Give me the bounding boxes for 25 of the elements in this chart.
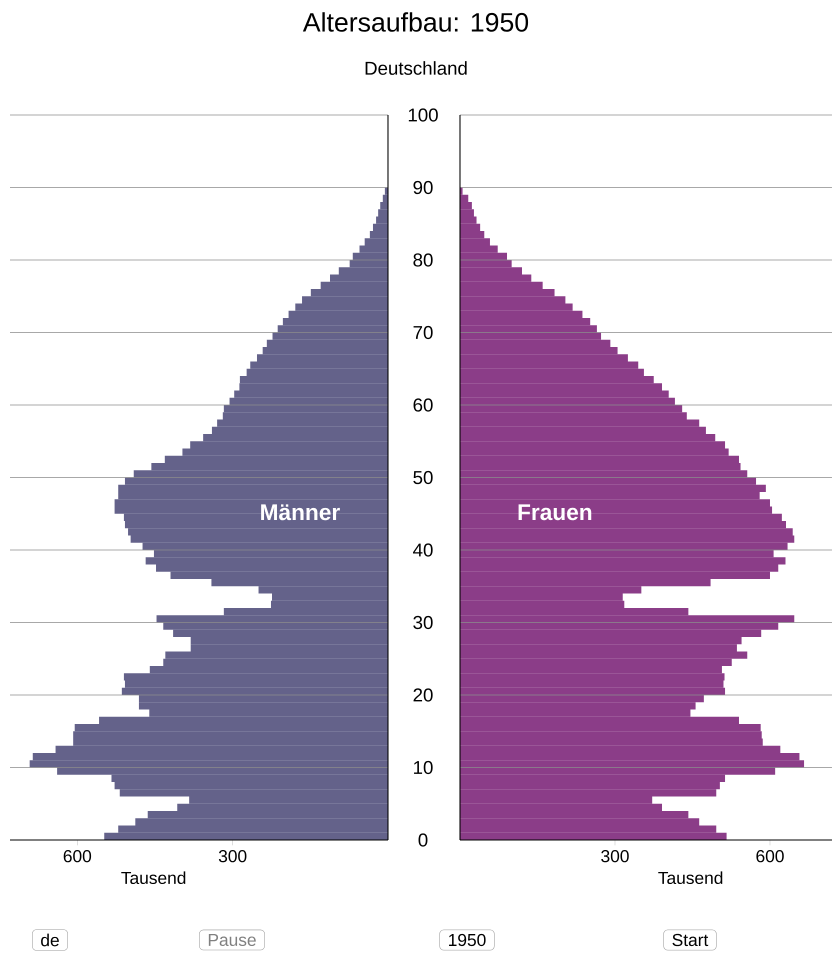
chart-title: Altersaufbau: 1950 xyxy=(302,12,528,32)
y-tick-label: 90 xyxy=(413,180,433,194)
x-tick-label: 600 xyxy=(64,850,92,862)
y-tick-label: 30 xyxy=(413,616,433,630)
y-tick-label: 80 xyxy=(413,253,433,267)
y-tick-label: 100 xyxy=(408,108,438,122)
y-tick-label: 40 xyxy=(413,543,433,557)
y-tick-label: 0 xyxy=(418,833,428,847)
y-tick-label: 50 xyxy=(413,470,433,484)
y-tick-label: 20 xyxy=(414,688,433,702)
y-tick-label: 10 xyxy=(414,760,433,774)
series-label: Frauen xyxy=(518,504,592,520)
text: Start xyxy=(672,934,708,946)
series-label: Männer xyxy=(261,504,340,520)
x-axis-title: Tausend xyxy=(121,871,186,884)
text: Pause xyxy=(208,934,256,946)
text: de xyxy=(41,934,59,946)
text: 1950 xyxy=(449,934,486,946)
x-axis-title: Tausend xyxy=(658,871,722,884)
chart-subtitle: Deutschland xyxy=(366,61,467,75)
y-tick-label: 70 xyxy=(414,326,433,340)
x-tick-label: 600 xyxy=(756,850,784,862)
x-tick-label: 300 xyxy=(218,850,246,862)
y-tick-label: 60 xyxy=(414,398,433,412)
x-tick-label: 300 xyxy=(601,850,629,862)
